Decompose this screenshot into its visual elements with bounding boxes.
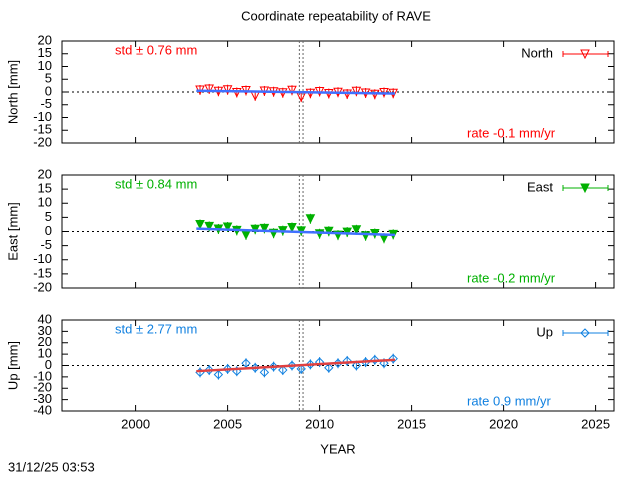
point — [204, 84, 215, 95]
x-tick-label: 2010 — [305, 416, 334, 431]
point — [305, 214, 316, 224]
point — [287, 85, 297, 96]
y-tick-label: 5 — [45, 71, 52, 86]
point — [287, 360, 297, 371]
y-tick-label: 40 — [38, 311, 52, 326]
point — [324, 363, 334, 373]
y-tick-label: 30 — [38, 323, 52, 338]
y-tick-label: 20 — [38, 334, 52, 349]
y-tick-label: -20 — [33, 279, 52, 294]
point — [379, 358, 389, 368]
point — [268, 361, 279, 372]
point — [351, 360, 362, 371]
point — [370, 355, 380, 365]
x-tick-label: 2005 — [213, 416, 242, 431]
y-tick-label: 15 — [38, 181, 52, 196]
y-tick-label: 15 — [38, 45, 52, 60]
point — [342, 356, 352, 366]
point — [287, 223, 297, 233]
point — [314, 357, 325, 367]
rate-annotation: rate -0.1 mm/yr — [467, 125, 556, 140]
y-tick-label: -10 — [33, 368, 52, 383]
legend-marker — [580, 183, 590, 194]
legend-label: Up — [536, 324, 553, 339]
std-annotation: std ± 0.84 mm — [115, 176, 197, 191]
point — [296, 364, 306, 374]
y-tick-label: 10 — [38, 58, 52, 73]
y-axis-label: Up [mm] — [5, 341, 20, 390]
y-tick-label: 0 — [45, 223, 52, 238]
y-tick-label: -30 — [33, 391, 52, 406]
chart-title: Coordinate repeatability of RAVE — [241, 8, 431, 23]
y-axis-label: North [mm] — [5, 60, 20, 124]
point — [342, 227, 353, 238]
x-tick-label: 2000 — [121, 416, 150, 431]
point — [278, 365, 288, 375]
y-tick-label: 20 — [38, 32, 52, 47]
y-tick-label: -10 — [33, 109, 52, 124]
point — [259, 367, 270, 378]
point — [305, 359, 316, 370]
point — [388, 353, 398, 364]
legend-marker — [580, 49, 590, 60]
y-tick-label: 10 — [38, 346, 52, 361]
y-tick-label: -5 — [40, 237, 52, 252]
y-tick-label: -20 — [33, 380, 52, 395]
y-tick-label: -15 — [33, 265, 52, 280]
y-tick-label: 5 — [45, 209, 52, 224]
x-tick-label: 2020 — [489, 416, 518, 431]
point — [351, 225, 362, 235]
point — [259, 223, 270, 234]
x-tick-label: 2015 — [397, 416, 426, 431]
legend-label: North — [521, 45, 553, 60]
std-annotation: std ± 2.77 mm — [115, 321, 197, 336]
y-axis-label: East [mm] — [5, 202, 20, 261]
rate-annotation: rate -0.2 mm/yr — [467, 270, 556, 285]
point — [222, 364, 233, 374]
y-tick-label: 20 — [38, 166, 52, 181]
point — [204, 365, 214, 375]
y-tick-label: -15 — [33, 122, 52, 137]
legend-label: East — [527, 179, 553, 194]
y-tick-label: 10 — [38, 195, 52, 210]
legend-marker — [580, 328, 590, 338]
x-axis-label: YEAR — [320, 441, 355, 456]
trend-line — [196, 358, 396, 373]
point — [204, 221, 215, 232]
point — [351, 86, 362, 97]
y-tick-label: -10 — [33, 251, 52, 266]
y-tick-label: -5 — [40, 96, 52, 111]
y-tick-label: -40 — [33, 402, 52, 417]
trend-line — [196, 89, 396, 95]
y-tick-label: -20 — [33, 134, 52, 149]
point — [323, 226, 334, 237]
timestamp: 31/12/25 03:53 — [8, 459, 95, 474]
y-tick-label: 0 — [45, 83, 52, 98]
rate-annotation: rate 0.9 mm/yr — [467, 393, 551, 408]
trend-line — [196, 227, 396, 237]
point — [195, 219, 205, 230]
point — [222, 222, 233, 233]
std-annotation: std ± 0.76 mm — [115, 42, 197, 57]
y-tick-label: 0 — [45, 357, 52, 372]
point — [222, 85, 233, 95]
point — [213, 369, 224, 380]
x-tick-label: 2025 — [581, 416, 610, 431]
point — [241, 230, 251, 241]
